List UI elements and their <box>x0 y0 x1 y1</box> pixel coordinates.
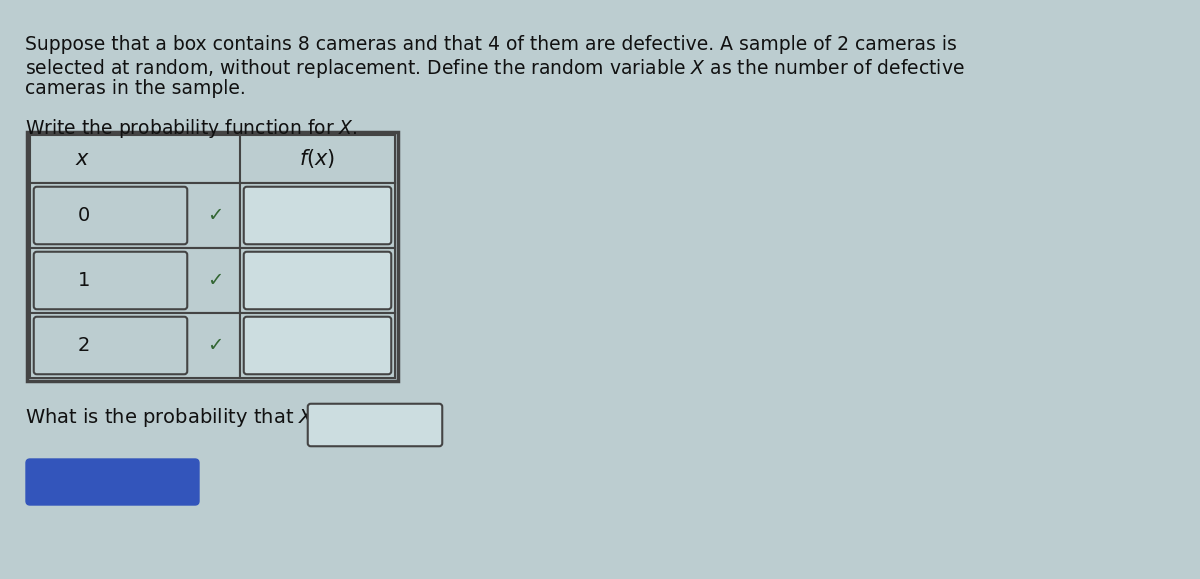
FancyBboxPatch shape <box>244 317 391 374</box>
Bar <box>30 183 240 248</box>
Text: ✓: ✓ <box>208 271 223 290</box>
Bar <box>30 135 395 183</box>
Bar <box>240 248 395 313</box>
Text: $f(x)$: $f(x)$ <box>299 148 336 170</box>
Text: What is the probability that $X \leq 1$?: What is the probability that $X \leq 1$? <box>25 406 360 429</box>
Bar <box>240 183 395 248</box>
Text: 1: 1 <box>78 271 90 290</box>
Bar <box>240 135 395 183</box>
FancyBboxPatch shape <box>34 252 187 309</box>
Text: ✓: ✓ <box>208 336 223 355</box>
Text: Submit Question: Submit Question <box>28 473 197 491</box>
Text: selected at random, without replacement. Define the random variable $X$ as the n: selected at random, without replacement.… <box>25 57 965 80</box>
Bar <box>28 132 398 381</box>
Text: ✓: ✓ <box>208 206 223 225</box>
Bar <box>30 313 240 378</box>
Bar <box>30 135 395 378</box>
Bar <box>240 313 395 378</box>
FancyBboxPatch shape <box>307 404 443 446</box>
FancyBboxPatch shape <box>34 317 187 374</box>
Text: Suppose that a box contains 8 cameras and that 4 of them are defective. A sample: Suppose that a box contains 8 cameras an… <box>25 35 956 54</box>
Text: 2: 2 <box>78 336 90 355</box>
Bar <box>30 248 240 313</box>
Text: 0: 0 <box>78 206 90 225</box>
Text: cameras in the sample.: cameras in the sample. <box>25 79 246 98</box>
FancyBboxPatch shape <box>26 459 199 505</box>
Text: Write the probability function for $X$.: Write the probability function for $X$. <box>25 117 358 140</box>
FancyBboxPatch shape <box>244 252 391 309</box>
Text: $x$: $x$ <box>74 149 90 169</box>
FancyBboxPatch shape <box>34 187 187 244</box>
FancyBboxPatch shape <box>244 187 391 244</box>
